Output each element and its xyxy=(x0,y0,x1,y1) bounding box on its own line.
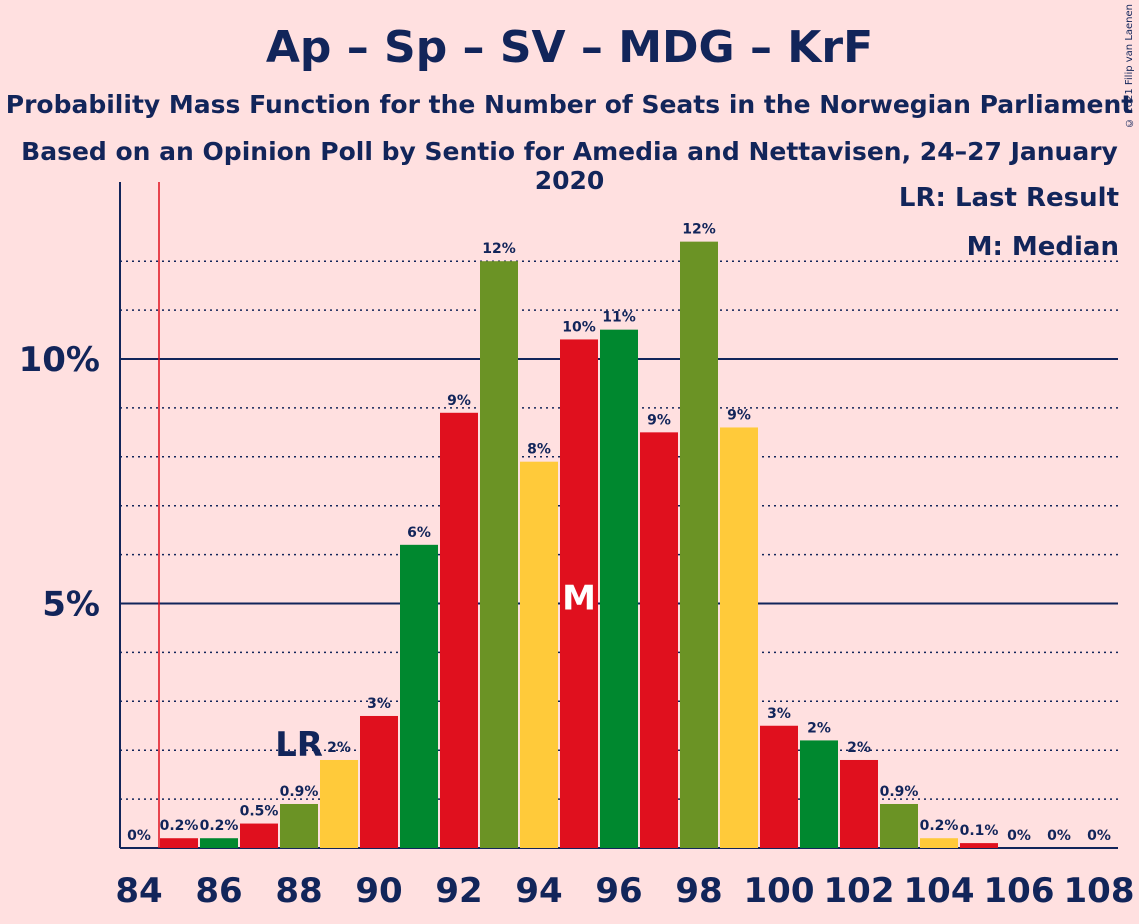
bar-label-96: 11% xyxy=(602,310,636,326)
bar-100 xyxy=(760,725,798,848)
bar-label-104: 0.2% xyxy=(920,818,959,834)
bar-94 xyxy=(520,461,558,848)
y-tick-label: 10% xyxy=(19,340,100,380)
x-tick-label: 88 xyxy=(275,871,322,911)
bar-label-108: 0% xyxy=(1087,828,1111,844)
bar-92 xyxy=(440,412,478,848)
x-tick-label: 92 xyxy=(435,871,482,911)
y-tick-label: 5% xyxy=(42,585,100,625)
bar-label-86: 0.2% xyxy=(200,818,239,834)
x-tick-label: 86 xyxy=(195,871,242,911)
chart-subtitle-source: Based on an Opinion Poll by Sentio for A… xyxy=(21,137,1118,195)
legend-last-result: LR: Last Result xyxy=(898,183,1119,213)
bar-89 xyxy=(320,759,358,848)
bar-label-105: 0.1% xyxy=(960,823,999,839)
bar-label-102: 2% xyxy=(847,740,871,756)
x-tick-label: 102 xyxy=(824,871,895,911)
bar-97 xyxy=(640,432,678,848)
bar-88 xyxy=(280,803,318,848)
bar-label-89: 2% xyxy=(327,740,351,756)
bar-label-106: 0% xyxy=(1007,828,1031,844)
bar-label-98: 12% xyxy=(682,222,716,238)
bar-102 xyxy=(840,759,878,848)
bar-label-92: 9% xyxy=(447,393,471,409)
bar-label-100: 3% xyxy=(767,706,791,722)
x-tick-label: 94 xyxy=(515,871,562,911)
x-tick-label: 100 xyxy=(744,871,815,911)
bar-label-95: 10% xyxy=(562,319,596,335)
x-tick-label: 84 xyxy=(115,871,162,911)
bar-label-85: 0.2% xyxy=(160,818,199,834)
bar-91 xyxy=(400,544,438,848)
bar-95 xyxy=(560,339,598,848)
bar-98 xyxy=(680,241,718,848)
bar-label-107: 0% xyxy=(1047,828,1071,844)
bar-label-101: 2% xyxy=(807,720,831,736)
bar-86 xyxy=(200,838,238,848)
last-result-marker: LR xyxy=(275,725,323,765)
x-tick-label: 90 xyxy=(355,871,402,911)
x-tick-label: 106 xyxy=(984,871,1055,911)
bar-label-93: 12% xyxy=(482,241,516,257)
bar-label-99: 9% xyxy=(727,407,751,423)
bar-label-87: 0.5% xyxy=(240,804,279,820)
bar-85 xyxy=(160,838,198,848)
x-tick-label: 96 xyxy=(595,871,642,911)
bar-101 xyxy=(800,740,838,848)
chart-subtitle: Probability Mass Function for the Number… xyxy=(5,90,1134,119)
bar-label-91: 6% xyxy=(407,525,431,541)
bar-label-84: 0% xyxy=(127,828,151,844)
bar-99 xyxy=(720,427,758,848)
bar-96 xyxy=(600,329,638,848)
bar-104 xyxy=(920,838,958,848)
x-tick-label: 104 xyxy=(904,871,975,911)
bar-label-103: 0.9% xyxy=(880,784,919,800)
x-tick-label: 98 xyxy=(675,871,722,911)
median-marker: M xyxy=(562,579,596,619)
bar-label-88: 0.9% xyxy=(280,784,319,800)
bar-105 xyxy=(960,843,998,848)
bar-label-94: 8% xyxy=(527,442,551,458)
bar-103 xyxy=(880,803,918,848)
bar-90 xyxy=(360,715,398,848)
bar-93 xyxy=(480,261,518,848)
legend-median: M: Median xyxy=(966,232,1119,262)
bar-label-90: 3% xyxy=(367,696,391,712)
x-tick-label: 108 xyxy=(1064,871,1135,911)
chart-title: Ap – Sp – SV – MDG – KrF xyxy=(265,22,874,73)
bar-87 xyxy=(240,823,278,848)
bar-label-97: 9% xyxy=(647,412,671,428)
